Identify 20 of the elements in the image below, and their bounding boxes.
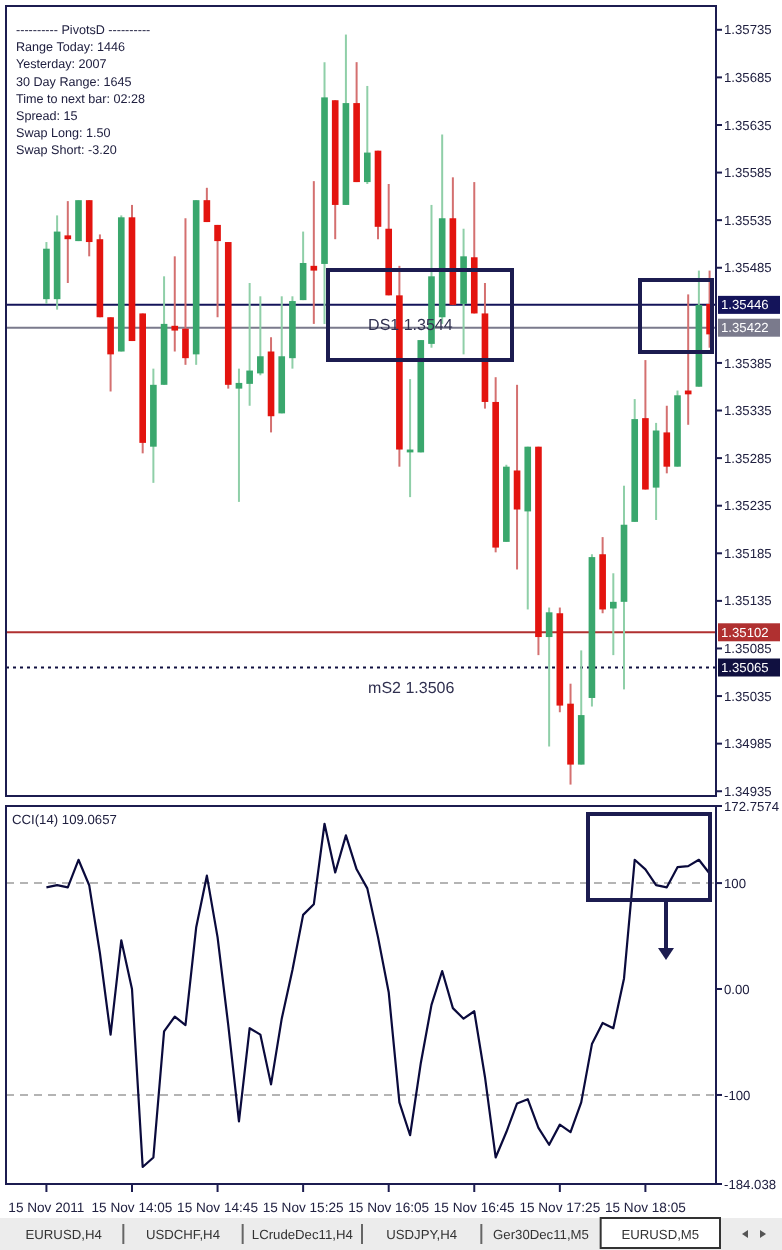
candlestick bbox=[246, 281, 253, 407]
candlestick bbox=[610, 572, 617, 657]
candlestick bbox=[203, 186, 211, 224]
candlestick bbox=[363, 84, 371, 185]
candlestick bbox=[235, 367, 243, 503]
candlestick bbox=[299, 230, 307, 302]
candlestick bbox=[64, 200, 72, 284]
candlestick bbox=[107, 316, 114, 393]
candlestick bbox=[513, 383, 521, 571]
candlestick bbox=[182, 217, 189, 366]
candlestick bbox=[214, 223, 221, 319]
candlestick bbox=[171, 255, 179, 353]
candlestick bbox=[85, 199, 93, 258]
candlestick bbox=[663, 404, 671, 475]
candlestick bbox=[75, 199, 82, 243]
candlestick bbox=[460, 227, 467, 356]
candlestick bbox=[257, 295, 264, 377]
annotation: mS2 1.3506 bbox=[368, 678, 456, 697]
candlestick bbox=[545, 606, 553, 748]
candlestick bbox=[310, 180, 318, 325]
